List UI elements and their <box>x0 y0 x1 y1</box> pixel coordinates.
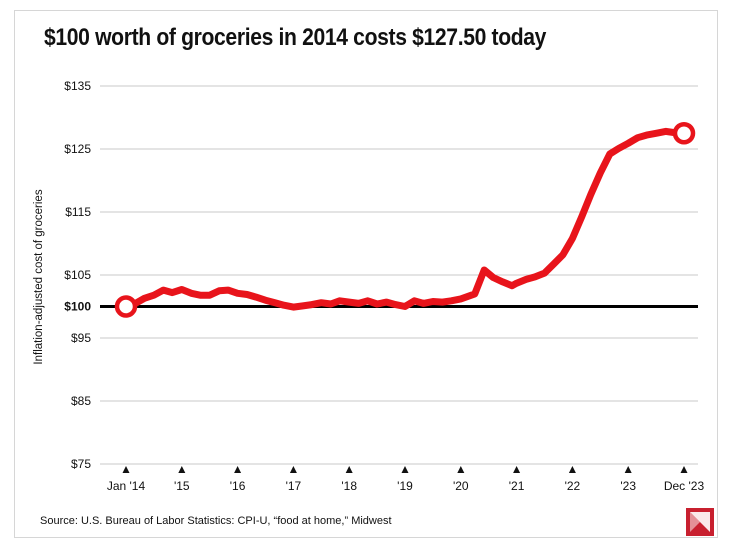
y-tick-label: $125 <box>64 142 91 156</box>
y-tick-label: $135 <box>64 79 91 93</box>
x-tick-marker <box>401 466 409 473</box>
x-tick-label: '20 <box>453 479 469 493</box>
x-tick-label: Jan '14 <box>107 479 146 493</box>
x-tick-label: '16 <box>230 479 246 493</box>
y-tick-label: $75 <box>71 457 91 471</box>
x-tick-marker <box>345 466 353 473</box>
x-tick-label: '17 <box>286 479 302 493</box>
series-layer <box>114 122 696 318</box>
x-tick-marker <box>289 466 297 473</box>
start-point-marker <box>114 295 138 318</box>
end-point-marker <box>672 122 696 145</box>
series-line <box>122 127 688 311</box>
x-axis-ticks: Jan '14 '15 '16 '17 '18 '19 '20 '21 '22 '23 Dec '2… <box>107 466 705 493</box>
y-tick-label: $100 <box>64 300 91 314</box>
chart-frame <box>14 10 718 538</box>
x-tick-marker <box>513 466 521 473</box>
x-tick-marker <box>568 466 576 473</box>
x-tick-marker <box>457 466 465 473</box>
x-tick-label: '21 <box>509 479 525 493</box>
y-axis-label: Inflation-adjusted cost of groceries <box>33 189 45 364</box>
y-tick-label: $105 <box>64 268 91 282</box>
chart-title: $100 worth of groceries in 2014 costs $1… <box>44 24 547 51</box>
source-note: Source: U.S. Bureau of Labor Statistics:… <box>40 515 392 527</box>
y-tick-label: $95 <box>71 331 91 345</box>
publisher-logo-icon <box>686 508 714 536</box>
x-tick-marker <box>680 466 688 473</box>
grid-lines <box>100 85 698 465</box>
y-tick-label: $115 <box>65 205 91 219</box>
y-axis-ticks: $135 $125 $115 $105 $100 $95 $85 $75 <box>64 79 91 471</box>
y-tick-label: $85 <box>71 394 91 408</box>
x-tick-marker <box>624 466 632 473</box>
x-tick-label: '23 <box>620 479 636 493</box>
x-tick-marker <box>178 466 186 473</box>
x-tick-label: '19 <box>397 479 413 493</box>
x-tick-label: '22 <box>565 479 581 493</box>
x-tick-label: '15 <box>174 479 190 493</box>
x-tick-label: '18 <box>341 479 357 493</box>
x-tick-marker <box>234 466 242 473</box>
x-tick-label: Dec '23 <box>664 479 705 493</box>
x-tick-marker <box>122 466 130 473</box>
